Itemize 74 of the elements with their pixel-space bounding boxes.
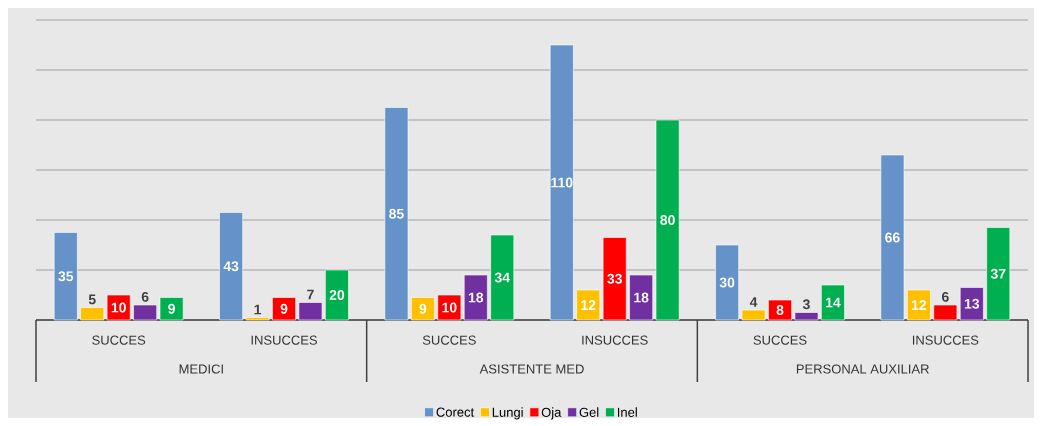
x-tick-label: SUCCES [753, 335, 807, 345]
data-label: 12 [581, 300, 596, 310]
x-tick-label: INSUCCES [912, 335, 979, 345]
bar [986, 227, 1011, 321]
x-tick-label: SUCCES [92, 335, 146, 345]
bar [907, 289, 931, 321]
bar [219, 212, 243, 321]
bar [463, 274, 488, 321]
bar [741, 309, 766, 321]
bar [768, 299, 792, 321]
text: ASISTENTE MED [479, 364, 584, 374]
data-label: 18 [468, 292, 484, 303]
data-label: 1 [254, 304, 262, 315]
legend-label: Oja [541, 407, 562, 420]
data-label: 85 [389, 208, 404, 219]
data-label: 9 [168, 303, 175, 314]
bar [325, 269, 349, 321]
data-label: 3 [802, 299, 810, 310]
bar [411, 297, 435, 321]
bar [245, 317, 270, 321]
data-label: 80 [660, 215, 675, 225]
data-label: 37 [990, 268, 1006, 279]
bar [437, 294, 462, 321]
bar [272, 297, 296, 321]
data-label: 43 [223, 261, 239, 272]
data-label: 5 [88, 294, 96, 305]
data-label: 13 [964, 298, 980, 309]
data-label: 14 [826, 297, 841, 308]
bar [576, 289, 601, 321]
data-label: 10 [442, 302, 457, 313]
data-label: 20 [329, 290, 345, 300]
data-label: 8 [776, 305, 784, 315]
data-label: 7 [307, 289, 314, 300]
bar [655, 119, 680, 321]
bar [933, 304, 958, 321]
bar [715, 244, 739, 321]
bar [490, 234, 515, 321]
data-label: 6 [941, 291, 949, 302]
data-label: 10 [111, 302, 126, 313]
x-tick-label: INSUCCES [251, 335, 317, 345]
bar [384, 107, 409, 321]
bar [794, 312, 819, 321]
bar [821, 284, 845, 321]
bar [106, 294, 131, 321]
bar [549, 44, 574, 321]
data-label: 12 [911, 300, 927, 310]
data-label: 35 [58, 271, 74, 282]
data-label: 110 [551, 177, 573, 188]
text: MEDICI [179, 364, 223, 374]
data-label: 9 [419, 303, 427, 314]
legend-label: Corect [436, 407, 475, 417]
data-label: 34 [494, 272, 510, 283]
legend-label: Lungi [492, 407, 523, 420]
bar [80, 307, 105, 321]
data-label: 18 [634, 292, 649, 303]
data-label: 4 [749, 297, 758, 307]
bar [159, 297, 184, 321]
legend-label: Gel [579, 407, 599, 417]
bar [959, 287, 984, 321]
data-label: 33 [607, 273, 622, 284]
text: PERSONAL AUXILIAR [796, 364, 929, 374]
bar [133, 304, 157, 321]
bar [53, 232, 78, 321]
legend-label: Inel [617, 407, 637, 417]
data-label: 66 [885, 232, 900, 243]
data-label: 30 [719, 277, 735, 288]
x-tick-label: INSUCCES [582, 335, 648, 345]
bar [629, 274, 653, 321]
bar [298, 302, 323, 321]
x-tick-label: SUCCES [422, 335, 476, 345]
bar [602, 237, 627, 321]
bar [880, 154, 905, 321]
data-label: 9 [280, 303, 288, 314]
data-label: 6 [141, 291, 149, 302]
